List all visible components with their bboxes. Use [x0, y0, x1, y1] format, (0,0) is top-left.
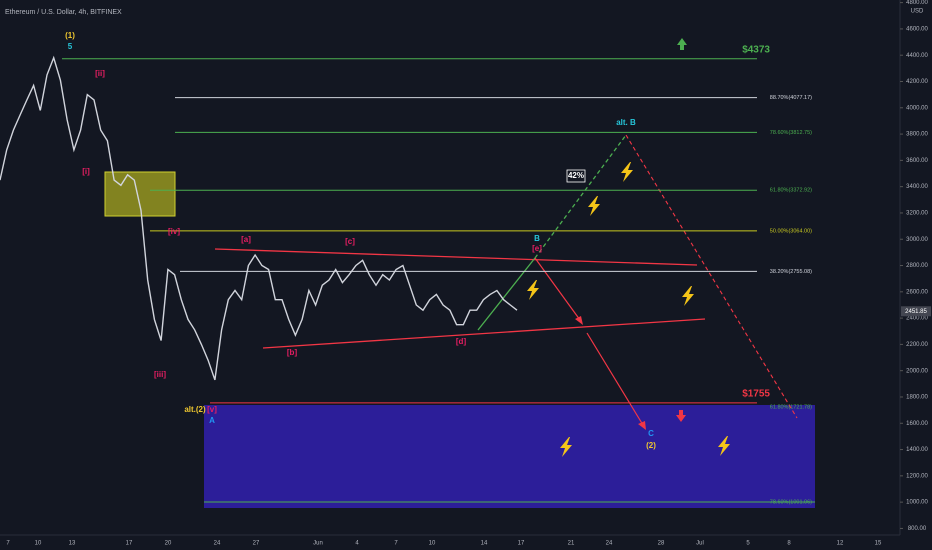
level-label: 61.80%(1721.78) — [770, 405, 812, 411]
x-tick-label: 4 — [355, 541, 359, 547]
y-tick-label: 1600.00 — [906, 421, 928, 427]
annotation: A — [209, 416, 215, 425]
annotation: (2) — [646, 441, 656, 450]
y-tick-label: 1400.00 — [906, 447, 928, 453]
x-tick-label: 28 — [658, 541, 665, 547]
annotation: [v] — [207, 405, 217, 414]
lightning-icon — [588, 196, 600, 216]
lightning-icon — [682, 286, 694, 306]
y-tick-label: 800.00 — [908, 526, 927, 532]
annotation: alt.(2) — [184, 405, 206, 414]
wave-box — [104, 171, 176, 217]
x-tick-label: 10 — [35, 541, 42, 547]
lightning-icon — [621, 162, 633, 182]
annotation: [b] — [287, 348, 298, 357]
x-tick-label: Jul — [696, 541, 704, 547]
down-arrow — [676, 410, 686, 422]
x-tick-label: 12 — [837, 541, 844, 547]
annotation: (1) — [65, 31, 75, 40]
y-tick-label: 4000.00 — [906, 105, 928, 111]
icons — [527, 162, 730, 457]
lightning-icon — [718, 436, 730, 456]
annotation: 42% — [568, 171, 584, 180]
y-tick-label: 1200.00 — [906, 473, 928, 479]
y-tick-label: 3600.00 — [906, 158, 928, 164]
chart-title: Ethereum / U.S. Dollar, 4h, BITFINEX — [5, 9, 122, 16]
y-tick-label: 3200.00 — [906, 211, 928, 217]
y-axis-unit: USD — [911, 9, 924, 15]
level-label: $1755 — [742, 389, 770, 400]
trendline — [262, 318, 706, 349]
y-tick-label: 2200.00 — [906, 342, 928, 348]
y-tick-label: 4600.00 — [906, 26, 928, 32]
level-label: 50.00%(3064.00) — [770, 228, 812, 234]
y-tick-label: 1800.00 — [906, 395, 928, 401]
level-label: 78.60%(3812.75) — [770, 130, 812, 136]
x-tick-label: Jun — [313, 541, 323, 547]
annotation: alt. B — [616, 118, 636, 127]
y-tick-label: 3400.00 — [906, 184, 928, 190]
x-tick-label: 27 — [253, 541, 260, 547]
x-tick-label: 15 — [875, 541, 882, 547]
annotation: [a] — [241, 235, 251, 244]
projection — [534, 257, 581, 321]
trendline — [214, 248, 698, 266]
x-tick-label: 14 — [481, 541, 488, 547]
y-tick-label: 1000.00 — [906, 500, 928, 506]
annotation: C — [648, 429, 654, 438]
x-tick-label: 8 — [787, 541, 791, 547]
arrow-head — [638, 421, 646, 430]
y-tick-label: 4200.00 — [906, 79, 928, 85]
x-tick-label: 5 — [746, 541, 750, 547]
annotation: [iii] — [154, 370, 166, 379]
y-tick-label: 3800.00 — [906, 132, 928, 138]
x-tick-label: 13 — [69, 541, 76, 547]
x-tick-label: 10 — [429, 541, 436, 547]
level-label: 88.70%(4077.17) — [770, 95, 812, 101]
annotation: [c] — [345, 237, 355, 246]
level-label: 78.60%(1001.06) — [770, 499, 812, 505]
price-line — [0, 55, 518, 381]
y-tick-label: 4800.00 — [906, 0, 928, 6]
level-label: $4373 — [742, 44, 770, 55]
annotation: [i] — [82, 167, 90, 176]
x-tick-label: 17 — [126, 541, 133, 547]
y-tick-label: 2800.00 — [906, 263, 928, 269]
annotation: 5 — [68, 42, 73, 51]
x-tick-label: 20 — [165, 541, 172, 547]
annotation: [d] — [456, 337, 467, 346]
annotation: [ii] — [95, 69, 105, 78]
y-tick-label: 3000.00 — [906, 237, 928, 243]
annotation: [iv] — [168, 227, 180, 236]
last-price-label: 2451.85 — [905, 309, 927, 315]
projection — [534, 134, 627, 259]
y-tick-label: 4400.00 — [906, 53, 928, 59]
projection — [586, 332, 644, 426]
projection — [477, 257, 536, 331]
last-price-tag — [901, 306, 931, 317]
annotation-box — [566, 169, 586, 183]
level-label: 61.80%(3372.92) — [770, 188, 812, 194]
arrow-head — [575, 316, 583, 325]
lightning-icon — [527, 280, 539, 300]
x-tick-label: 17 — [518, 541, 525, 547]
x-tick-label: 24 — [214, 541, 221, 547]
y-tick-label: 2000.00 — [906, 368, 928, 374]
target-zone — [204, 405, 815, 508]
projection — [625, 134, 798, 419]
annotation: B — [534, 234, 540, 243]
x-tick-label: 7 — [6, 541, 10, 547]
y-tick-label: 2400.00 — [906, 316, 928, 322]
level-label: 38.20%(2755.08) — [770, 269, 812, 275]
y-tick-label: 2600.00 — [906, 289, 928, 295]
x-tick-label: 21 — [568, 541, 575, 547]
lightning-icon — [560, 437, 572, 457]
annotation: [e] — [532, 244, 542, 253]
x-tick-label: 7 — [394, 541, 398, 547]
up-arrow — [677, 38, 687, 50]
x-tick-label: 24 — [606, 541, 613, 547]
